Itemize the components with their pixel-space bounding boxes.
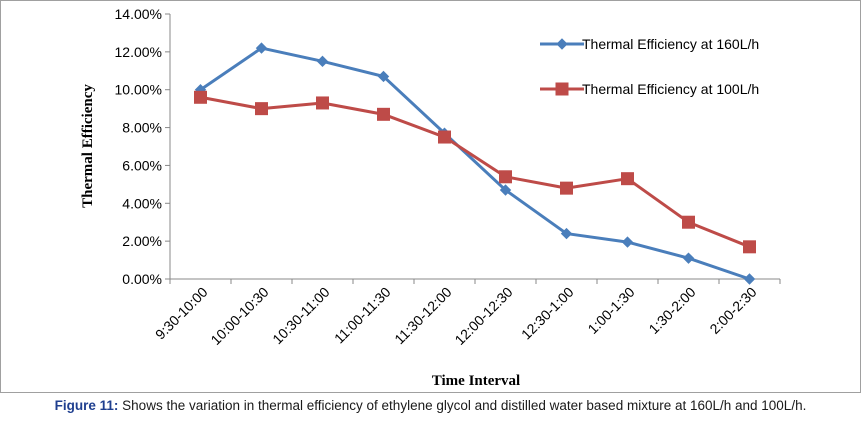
series-1-point <box>743 273 756 285</box>
chart-frame: 0.00% 2.00% 4.00% 6.00% 8.00% 10.00% 12.00% 14.… <box>0 0 861 393</box>
chart-border <box>0 0 861 393</box>
y-tick-label: 10.00% <box>115 82 162 98</box>
y-tick-label: 0.00% <box>122 271 162 287</box>
y-axis-title: Thermal Efficiency <box>80 84 96 208</box>
legend-marker <box>555 82 569 96</box>
legend-entry: Thermal Efficiency at 160L/h <box>540 36 759 52</box>
series-1-point <box>560 227 573 240</box>
legend-marker <box>556 38 568 50</box>
series-layer <box>194 42 756 285</box>
figure-caption: Figure 11: Shows the variation in therma… <box>0 398 861 413</box>
series-1-line <box>199 46 750 281</box>
series-1-point <box>255 42 268 54</box>
series-2-point <box>194 90 207 104</box>
series-1 <box>194 42 756 285</box>
caption-text: Shows the variation in thermal efficienc… <box>118 398 807 413</box>
series-1-point <box>316 55 329 68</box>
series-2-point <box>316 96 329 110</box>
series-1-point <box>377 70 390 83</box>
series-2-line <box>200 95 751 249</box>
series-2 <box>194 90 756 254</box>
x-axis-title: Time Interval <box>432 373 520 389</box>
series-2-point <box>560 181 573 195</box>
legend: Thermal Efficiency at 160L/h Thermal Effi… <box>540 36 759 97</box>
series-2-point <box>377 107 390 121</box>
series-1-point <box>621 236 634 248</box>
legend-label: Thermal Efficiency at 100L/h <box>582 81 759 97</box>
caption-label: Figure 11: <box>54 398 119 413</box>
legend-entry: Thermal Efficiency at 100L/h <box>540 81 759 97</box>
y-tick-label: 14.00% <box>115 6 162 22</box>
y-tick-label: 4.00% <box>122 195 162 211</box>
series-2-point <box>682 215 695 229</box>
y-tick-label: 2.00% <box>122 233 162 249</box>
y-tick-label: 8.00% <box>122 120 162 136</box>
series-2-point <box>438 130 451 144</box>
y-axis: 0.00% 2.00% 4.00% 6.00% 8.00% 10.00% 12.00% 14.… <box>115 6 171 287</box>
series-2-point <box>621 172 634 186</box>
y-tick-label: 12.00% <box>115 44 162 60</box>
series-1-point <box>682 252 695 264</box>
y-tick-label: 6.00% <box>122 157 162 173</box>
series-1-point <box>499 184 512 196</box>
line-chart: 0.00% 2.00% 4.00% 6.00% 8.00% 10.00% 12.00% 14.… <box>0 0 861 393</box>
series-2-point <box>255 102 268 116</box>
series-2-point <box>499 170 512 184</box>
legend-label: Thermal Efficiency at 160L/h <box>582 36 759 52</box>
series-2-point <box>743 240 756 254</box>
